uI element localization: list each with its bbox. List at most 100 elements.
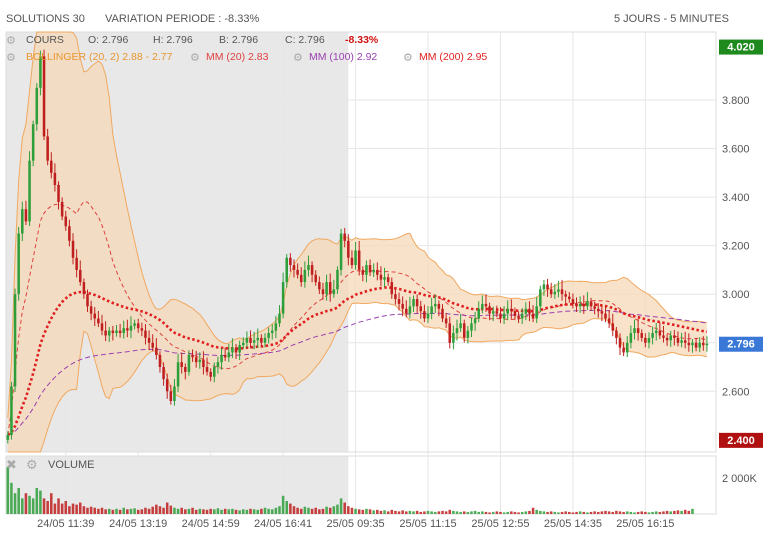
volume-bar — [629, 511, 633, 514]
mm200-gear-icon[interactable]: ⚙ — [403, 52, 413, 64]
volume-bar — [220, 509, 223, 514]
bollinger-gear-icon[interactable]: ⚙ — [6, 52, 16, 64]
volume-bar — [299, 508, 303, 514]
candle-body — [28, 160, 31, 222]
candle-body — [415, 299, 419, 307]
volume-gear-icon[interactable]: ⚙ — [26, 457, 38, 472]
volume-bar — [325, 506, 328, 514]
volume-bar — [318, 509, 321, 514]
candle-body — [568, 296, 571, 300]
candle-body — [234, 347, 238, 353]
last-price-badge-bg — [719, 336, 763, 352]
candle-body — [82, 282, 86, 295]
high-value: H: 2.796 — [153, 34, 193, 46]
volume-bar — [357, 509, 361, 514]
bollinger-band-fill — [7, 32, 707, 452]
candle-body — [386, 277, 390, 283]
candle-body — [673, 335, 676, 338]
volume-bar — [455, 511, 459, 514]
x-tick-label: 25/05 12:55 — [471, 518, 529, 530]
candle-body — [303, 269, 307, 283]
volume-bar — [100, 507, 104, 514]
volume-bar — [593, 511, 596, 514]
candle-body — [647, 337, 651, 343]
volume-bar — [441, 510, 444, 514]
candle-body — [209, 371, 212, 377]
candle-body — [173, 386, 176, 402]
volume-bar — [397, 511, 401, 514]
volume-bar — [683, 509, 687, 514]
open-value: O: 2.796 — [88, 34, 129, 46]
volume-bar — [202, 509, 205, 514]
volume-bar — [78, 502, 82, 514]
volume-bar — [176, 508, 180, 514]
candle-body — [267, 333, 270, 338]
candle-body — [86, 294, 89, 307]
period-variation: VARIATION PERIODE : -8.33% — [105, 13, 260, 25]
volume-bar — [347, 506, 350, 514]
volume-bar — [126, 509, 129, 514]
volume-bar — [97, 508, 100, 514]
candle-body — [499, 313, 502, 319]
volume-bar — [372, 510, 375, 514]
candle-body — [622, 347, 625, 353]
settings-gear-icon[interactable]: ⚙ — [6, 35, 16, 47]
candle-body — [654, 330, 658, 334]
volume-bar — [321, 508, 325, 514]
candle-body — [191, 354, 194, 358]
candle-body — [484, 303, 488, 307]
candle-body — [205, 367, 209, 372]
candle-body — [270, 330, 274, 334]
candle-body — [13, 294, 17, 387]
volume-bar — [328, 507, 332, 514]
period-selector[interactable]: 5 JOURS - 5 MINUTES — [614, 13, 729, 25]
candle-body — [705, 343, 709, 346]
close-icon[interactable]: ✖ — [6, 457, 17, 472]
candle-body — [539, 289, 542, 307]
volume-bar — [462, 511, 466, 514]
mm100-legend: MM (100) 2.92 — [309, 51, 378, 63]
candle-body — [683, 340, 687, 343]
candle-body — [506, 308, 509, 314]
candle-body — [578, 303, 582, 307]
candle-body — [625, 342, 629, 353]
volume-bar — [223, 508, 227, 514]
volume-bar — [86, 507, 89, 514]
volume-label: VOLUME — [48, 459, 95, 471]
candle-body — [223, 354, 227, 358]
volume-bar — [571, 512, 575, 514]
candle-body — [466, 330, 470, 338]
volume-bar — [31, 498, 35, 514]
bollinger-upper — [7, 31, 708, 419]
volume-bar — [122, 507, 125, 514]
candle-body — [575, 303, 578, 307]
volume-bar — [187, 508, 191, 514]
candle-body — [220, 354, 223, 363]
volume-bar — [452, 510, 455, 514]
mm20-gear-icon[interactable]: ⚙ — [190, 52, 200, 64]
volume-bar — [136, 509, 140, 514]
volume-bar — [350, 507, 354, 514]
volume-bar — [111, 509, 115, 514]
volume-bar — [274, 507, 278, 514]
candle-body — [491, 311, 495, 314]
volume-bar — [205, 509, 209, 514]
candle-body — [600, 311, 604, 314]
mm100-gear-icon[interactable]: ⚙ — [293, 52, 303, 64]
volume-bar — [50, 493, 53, 514]
volume-bar — [216, 508, 220, 514]
volume-bar — [310, 508, 314, 514]
candle-body — [126, 328, 129, 331]
candle-body — [441, 308, 444, 319]
volume-bar — [615, 510, 618, 514]
candle-body — [227, 352, 231, 358]
candle-body — [89, 306, 93, 314]
candle-body — [408, 306, 412, 314]
candle-body — [546, 284, 549, 290]
volume-bar — [549, 511, 553, 514]
candle-body — [640, 333, 644, 338]
candle-body — [198, 359, 202, 363]
candle-body — [350, 257, 354, 266]
volume-bar — [597, 511, 600, 514]
